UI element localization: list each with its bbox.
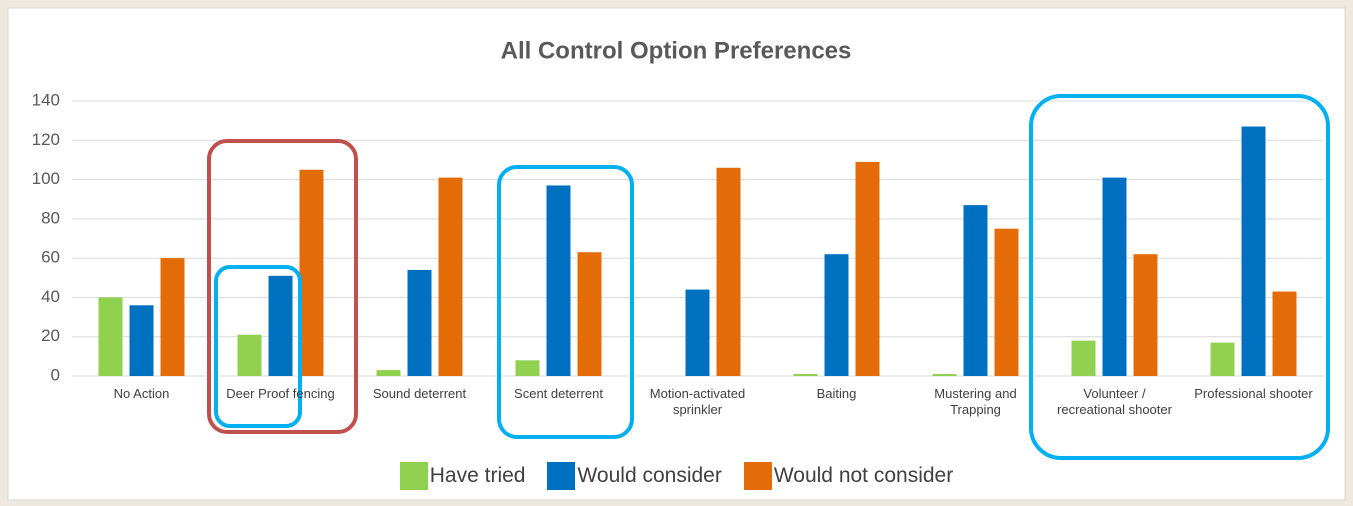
y-tick-label: 80 (41, 208, 60, 227)
bar (963, 205, 988, 376)
legend-swatch (743, 462, 772, 490)
bar (994, 228, 1019, 376)
legend-item: Would consider (547, 462, 722, 490)
y-tick-label: 20 (41, 326, 60, 345)
bar (685, 289, 710, 376)
bar (98, 297, 123, 376)
legend: Have tried Would consider Would not consid… (8, 462, 1345, 490)
bar (1071, 340, 1096, 376)
chart-title: All Control Option Preferences (501, 37, 852, 64)
bar (577, 252, 602, 376)
legend-label: Would not consider (773, 464, 954, 487)
bar (438, 177, 463, 376)
bar (515, 360, 540, 376)
y-tick-label: 140 (32, 90, 60, 109)
y-tick-label: 0 (51, 365, 60, 384)
legend-swatch (399, 462, 428, 490)
highlight-box (497, 165, 634, 439)
x-tick-label: Professional shooter (1194, 386, 1313, 401)
highlight-box (207, 139, 358, 434)
bar (932, 374, 957, 376)
highlight-box (214, 265, 302, 428)
y-tick-label: 40 (41, 287, 60, 306)
y-tick-label: 100 (32, 169, 60, 188)
x-tick-label: Mustering and Trapping (934, 386, 1017, 417)
bar (268, 275, 293, 376)
bar (376, 370, 401, 376)
y-tick-label: 120 (32, 130, 60, 149)
bar (1210, 342, 1235, 376)
bar (407, 269, 432, 376)
x-tick-label: Baiting (816, 386, 857, 401)
bars (98, 126, 1297, 377)
legend-label: Have tried (429, 464, 526, 487)
legend-swatch (547, 462, 576, 490)
bar (1102, 177, 1127, 376)
bar (793, 374, 818, 376)
bar (129, 305, 154, 376)
x-tick-label: No Action (113, 386, 170, 401)
bar (237, 334, 262, 376)
x-tick-label: Volunteer / recreational shooter (1057, 386, 1172, 417)
legend-label: Would consider (577, 464, 722, 487)
highlight-box (1029, 94, 1330, 460)
x-tick-label: Scent deterrent (514, 386, 603, 401)
bar (299, 169, 324, 376)
legend-item: Would not consider (743, 462, 954, 490)
bar (546, 185, 571, 376)
bar (855, 161, 880, 376)
bar (824, 254, 849, 376)
bar (1241, 126, 1266, 377)
y-tick-label: 60 (41, 248, 60, 267)
x-tick-label: Motion-activated sprinkler (649, 386, 746, 417)
bar (160, 258, 185, 376)
bar (1133, 254, 1158, 376)
bar (716, 167, 741, 376)
bar (1272, 291, 1297, 376)
x-tick-label: Sound deterrent (372, 386, 467, 401)
x-tick-label: Deer Proof fencing (226, 386, 335, 401)
highlights (207, 94, 1330, 460)
legend-item: Have tried (399, 462, 526, 490)
